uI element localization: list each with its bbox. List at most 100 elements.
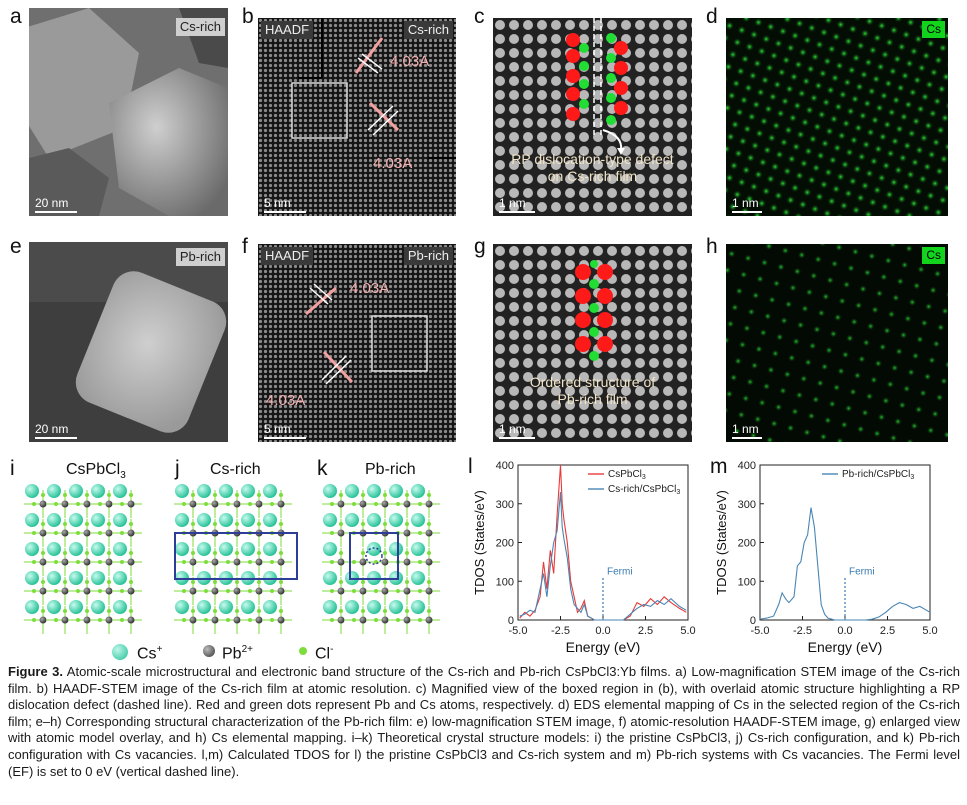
x-tick-label: -2.5 xyxy=(793,625,812,637)
magnified-lattice-c xyxy=(493,18,692,216)
fermi-label: Fermi xyxy=(607,566,633,577)
panel-h-scalebar: 1 nm xyxy=(732,423,762,439)
cs-vacancy-marker xyxy=(365,547,383,565)
x-tick-label: 5.0 xyxy=(680,625,695,637)
haadf-lattice-f xyxy=(258,244,456,442)
panel-c-scalebar: 1 nm xyxy=(499,197,535,213)
panel-b-tag-sample: Cs-rich xyxy=(403,21,453,39)
panel-b-spacing-1: 4.03A xyxy=(390,53,430,70)
crystal-model xyxy=(322,484,440,634)
panel-letter-c: c xyxy=(474,5,485,28)
y-tick-label: 100 xyxy=(496,576,514,588)
panel-letter-f: f xyxy=(242,235,248,258)
x-tick-label: 0.0 xyxy=(837,625,852,637)
panel-a-scalebar: 20 nm xyxy=(35,197,77,213)
panel-letter-h: h xyxy=(706,235,718,258)
x-tick-label: -2.5 xyxy=(551,625,570,637)
panel-letter-m: m xyxy=(710,455,728,478)
panel-j-title: Cs-rich xyxy=(210,461,261,478)
tdos-chart-l: 0 100 200 300 400 -5.0 -2.5 0.0 2.5 5.0 Energy (eV… xyxy=(472,460,696,655)
panel-letter-j: j xyxy=(175,457,180,480)
series-line xyxy=(519,492,687,621)
panel-d-tag: Cs xyxy=(922,21,945,38)
crystal-model xyxy=(174,484,292,634)
fermi-label: Fermi xyxy=(849,566,875,577)
atom-overlay-g xyxy=(575,260,613,361)
y-axis-label: TDOS (States/eV) xyxy=(472,490,487,595)
y-tick-label: 400 xyxy=(738,460,756,472)
y-tick-label: 100 xyxy=(738,576,756,588)
plot-frame xyxy=(759,464,931,621)
cl-ion-icon xyxy=(299,647,307,655)
x-tick-label: -5.0 xyxy=(751,625,770,637)
panel-letter-i: i xyxy=(10,457,15,480)
legend-label: CsPbCl3 xyxy=(608,469,646,481)
x-tick-label: 5.0 xyxy=(922,625,937,637)
y-tick-label: 400 xyxy=(496,460,514,472)
caption-text: Atomic-scale microstructural and electro… xyxy=(8,664,960,779)
panel-b-scalebar: 5 nm xyxy=(264,197,306,213)
panel-letter-a: a xyxy=(10,5,22,28)
figure-caption: Figure 3. Atomic-scale microstructural a… xyxy=(8,664,960,780)
legend-label: Pb-rich/CsPbCl3 xyxy=(842,469,914,481)
panel-e-tag: Pb-rich xyxy=(175,248,225,266)
panel-letter-g: g xyxy=(474,235,486,258)
panel-letter-l: l xyxy=(468,455,473,478)
panel-f-spacing-1: 4.03A xyxy=(350,280,390,297)
x-tick-label: -5.0 xyxy=(509,625,528,637)
panel-i-title: CsPbCl3 xyxy=(66,461,126,482)
x-tick-label: 2.5 xyxy=(638,625,653,637)
y-tick-label: 0 xyxy=(750,615,756,627)
eds-dots-h xyxy=(726,244,948,442)
legend-cs: Cs+ xyxy=(137,644,163,663)
legend-label: Cs-rich/CsPbCl3 xyxy=(608,484,680,496)
crystal-models xyxy=(24,484,440,634)
y-tick-label: 0 xyxy=(508,615,514,627)
panel-d-scalebar: 1 nm xyxy=(732,197,762,213)
panel-f-tag-haadf: HAADF xyxy=(261,247,314,265)
panel-g-annotation: Ordered structure of Pb-rich film xyxy=(529,374,656,407)
y-tick-label: 200 xyxy=(496,538,514,550)
crystal-model xyxy=(24,484,142,634)
stem-crystal-pb xyxy=(29,242,228,442)
magnified-image-pb-rich: Ordered structure of Pb-rich film 1 nm xyxy=(493,244,692,442)
panel-c-annotation: RP dislocation-type defect on Cs-rich fil… xyxy=(511,151,674,184)
haadf-image-cs-rich: HAADF Cs-rich 4.03A 4.03A 5 nm xyxy=(258,18,456,216)
caption-figure-number: Figure 3. xyxy=(8,664,64,679)
panel-a-tag: Cs-rich xyxy=(175,18,225,36)
magnified-lattice-g xyxy=(493,244,692,442)
panel-h-tag: Cs xyxy=(922,247,945,264)
eds-map-cs-rich: Cs 1 nm xyxy=(726,18,948,216)
tdos-chart-m: 0 100 200 300 400 -5.0 -2.5 0.0 2.5 5.0 Energy (eV… xyxy=(714,460,938,655)
pb-ion-icon xyxy=(203,645,215,657)
magnified-image-cs-rich: RP dislocation-type defect on Cs-rich fil… xyxy=(493,18,692,216)
cs-ion-icon xyxy=(112,644,128,660)
panel-f-spacing-2: 4.03A xyxy=(266,392,306,409)
highlight-box-k xyxy=(349,532,399,580)
x-axis-label: Energy (eV) xyxy=(566,639,641,655)
legend-pb: Pb2+ xyxy=(222,644,253,663)
panel-g-scalebar: 1 nm xyxy=(499,423,535,439)
y-tick-label: 300 xyxy=(496,499,514,511)
panel-f-scalebar: 5 nm xyxy=(264,423,306,439)
series-line xyxy=(519,464,687,621)
eds-map-pb-rich: Cs 1 nm xyxy=(726,244,948,442)
panel-letter-b: b xyxy=(242,5,254,28)
x-tick-label: 2.5 xyxy=(880,625,895,637)
legend-cl: Cl- xyxy=(315,644,334,663)
highlight-box-j xyxy=(174,532,298,580)
panel-k-title: Pb-rich xyxy=(365,461,416,478)
panel-letter-k: k xyxy=(317,457,328,480)
atom-overlay-c xyxy=(566,33,628,125)
x-tick-label: 0.0 xyxy=(595,625,610,637)
panel-f-tag-sample: Pb-rich xyxy=(403,247,453,265)
haadf-lattice xyxy=(258,18,456,216)
stem-crystal-shapes xyxy=(29,8,228,216)
panel-b-spacing-2: 4.03A xyxy=(373,155,413,172)
y-axis-label: TDOS (States/eV) xyxy=(714,490,729,595)
haadf-image-pb-rich: HAADF Pb-rich 4.03A 4.03A 5 nm xyxy=(258,244,456,442)
eds-dots-d xyxy=(726,18,948,216)
series-line xyxy=(759,507,931,621)
y-tick-label: 300 xyxy=(738,499,756,511)
y-tick-label: 200 xyxy=(738,538,756,550)
